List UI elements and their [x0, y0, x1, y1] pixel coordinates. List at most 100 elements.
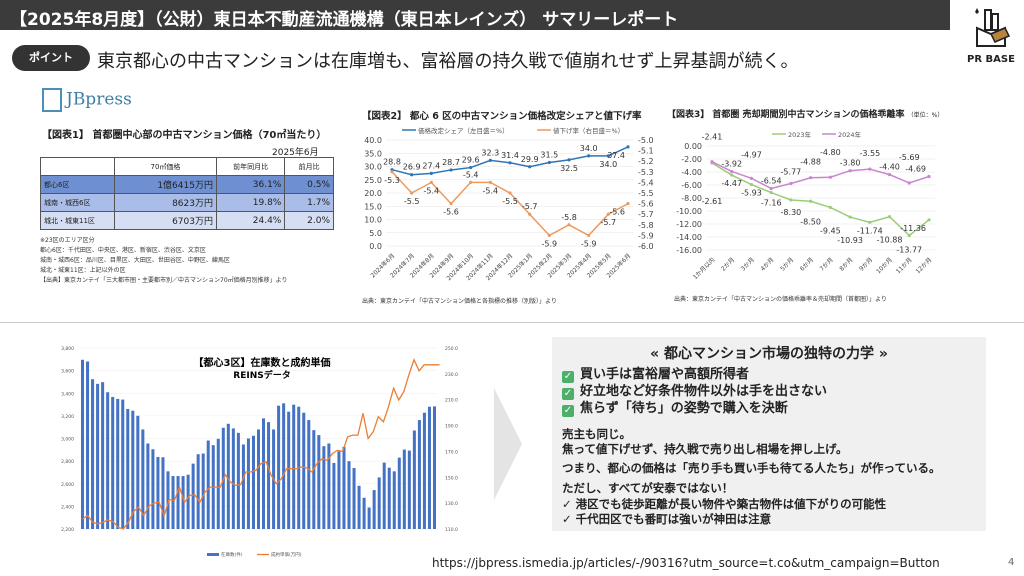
bar: [287, 411, 291, 529]
chart2-title: 【図表2】 都心 6 区の中古マンション価格改定シェアと値下げ率: [362, 111, 642, 122]
checkbox-icon: ✓: [562, 388, 574, 400]
y-tick-label: 5.0: [369, 229, 382, 238]
bar: [131, 410, 135, 529]
chart3-source: 出典：東京カンテイ「中古マンションの価格乖離率＆売却期間（首都圏）」より: [674, 296, 887, 303]
data-point: [390, 170, 394, 174]
y2-tick-label: 130.0: [445, 501, 458, 507]
data-label: -5.9: [581, 239, 597, 248]
data-label: -11.74: [857, 226, 883, 235]
chart2-price-revision: 40.0 35.0 30.0 25.0 20.0 15.0 10.0 5.0 0.0 -5.0 -5…: [364, 126, 654, 282]
data-label: -3.92: [721, 159, 742, 168]
source-url-link[interactable]: https://jbpress.ismedia.jp/articles/-/90…: [432, 556, 940, 570]
y-tick-label: 20.0: [364, 189, 382, 198]
point-badge: ポイント: [12, 45, 90, 71]
bar: [387, 467, 391, 529]
y-tick-label: 30.0: [364, 163, 382, 172]
bar: [302, 412, 306, 529]
mom-cell: 1.7%: [284, 193, 334, 212]
data-label: -9.45: [820, 226, 841, 235]
data-point: [789, 198, 793, 202]
bar: [277, 405, 281, 529]
data-label: -10.93: [837, 236, 863, 245]
data-label: -7.16: [761, 199, 782, 208]
y-tick-label: 3,200: [61, 414, 74, 420]
data-point: [508, 191, 512, 195]
caution-line: ✓ 千代田区でも番町は強いが神田は注意: [562, 512, 772, 526]
price-cell: 1億6415万円: [114, 175, 217, 194]
data-label: -4.80: [820, 148, 841, 157]
note-line: 都心6区：千代田区、中央区、港区、新宿区、渋谷区、文京区: [40, 247, 206, 254]
y2-tick-label: -5.0: [638, 136, 654, 145]
data-point: [907, 181, 911, 185]
bar: [256, 429, 261, 529]
data-label: -6.54: [761, 177, 782, 186]
data-label: -8.50: [800, 217, 821, 226]
table-header-row: 70㎡価格 前年同月比 前月比: [40, 157, 334, 176]
section-divider: [0, 322, 1024, 323]
insight-heading: « 都心マンション市場の独特の力学 »: [650, 346, 888, 362]
bar: [171, 476, 175, 529]
data-point: [528, 165, 532, 169]
chart3-price-gap: 0.00 -2.00 -4.00 -6.00 -8.00 -10.00 -12.00 -14.…: [676, 130, 935, 281]
bar: [216, 438, 220, 529]
data-point: [449, 202, 453, 206]
y-tick-label: -10.00: [676, 207, 702, 216]
y-tick-label: 15.0: [364, 202, 382, 211]
legend-label: 成約単価(万円): [271, 551, 302, 558]
data-point: [606, 154, 610, 158]
y2-tick-label: -5.7: [638, 210, 654, 219]
data-point: [410, 173, 414, 177]
logo-text: PR BASE: [967, 54, 1015, 65]
data-label: -5.7: [522, 202, 538, 211]
bar: [412, 430, 416, 529]
legend-label: 値下げ率（右目盛＝%）: [553, 126, 624, 135]
legend-swatch: [207, 553, 219, 556]
y2-tick-label: -5.2: [638, 157, 654, 166]
data-point: [488, 158, 492, 163]
data-label: 29.9: [521, 155, 539, 164]
y2-tick-label: -5.1: [638, 147, 654, 156]
data-point: [587, 233, 591, 237]
data-point: [429, 171, 433, 175]
bar: [81, 359, 85, 529]
y2-tick-label: -6.0: [638, 242, 654, 251]
bar: [101, 382, 105, 529]
chart2-source: 出典：東京カンテイ「中古マンション価格と各指標の推移（別版）」より: [362, 298, 557, 305]
data-label: -4.47: [721, 179, 742, 188]
check-item: ✓ 焦らず「待ち」の姿勢で購入を決断: [562, 401, 788, 417]
y-tick-label: 2,200: [61, 527, 74, 533]
bar: [126, 408, 130, 529]
legend-label: 2023年: [788, 130, 812, 139]
bar: [407, 450, 411, 529]
legend-label: 在庫数(件): [221, 551, 243, 558]
bar: [392, 471, 396, 529]
x-tick-label: 2か月: [720, 256, 736, 272]
table-row: 都心6区 1億6415万円 36.1% 0.5%: [40, 175, 334, 194]
header-cell: 前年同月比: [215, 157, 286, 176]
bar: [267, 422, 271, 529]
bar: [327, 443, 331, 529]
data-label: 26.9: [403, 163, 421, 172]
data-point: [809, 199, 813, 203]
check-item: ✓ 好立地など好条件物件以外は手を出さない: [562, 384, 828, 400]
data-point: [469, 165, 473, 170]
bar: [397, 457, 401, 529]
data-point: [730, 169, 734, 174]
bar: [417, 420, 421, 529]
bar: [241, 444, 245, 529]
data-label: -5.4: [424, 186, 440, 195]
x-tick-label: 8か月: [838, 256, 854, 272]
bar: [86, 361, 90, 529]
bar: [317, 435, 321, 529]
data-label: 34.0: [580, 144, 598, 153]
y2-tick-label: 110.0: [445, 527, 458, 533]
bar: [427, 406, 431, 529]
x-tick-label: 5か月: [779, 256, 795, 272]
area-cell: 城南・城西6区: [40, 193, 115, 212]
x-tick-label: 1か月以内: [691, 256, 716, 281]
data-point: [887, 173, 892, 177]
area-cell: 都心6区: [40, 175, 115, 194]
series-line: [711, 162, 930, 237]
x-tick-label: 9か月: [858, 256, 874, 272]
series-line: [82, 358, 440, 530]
